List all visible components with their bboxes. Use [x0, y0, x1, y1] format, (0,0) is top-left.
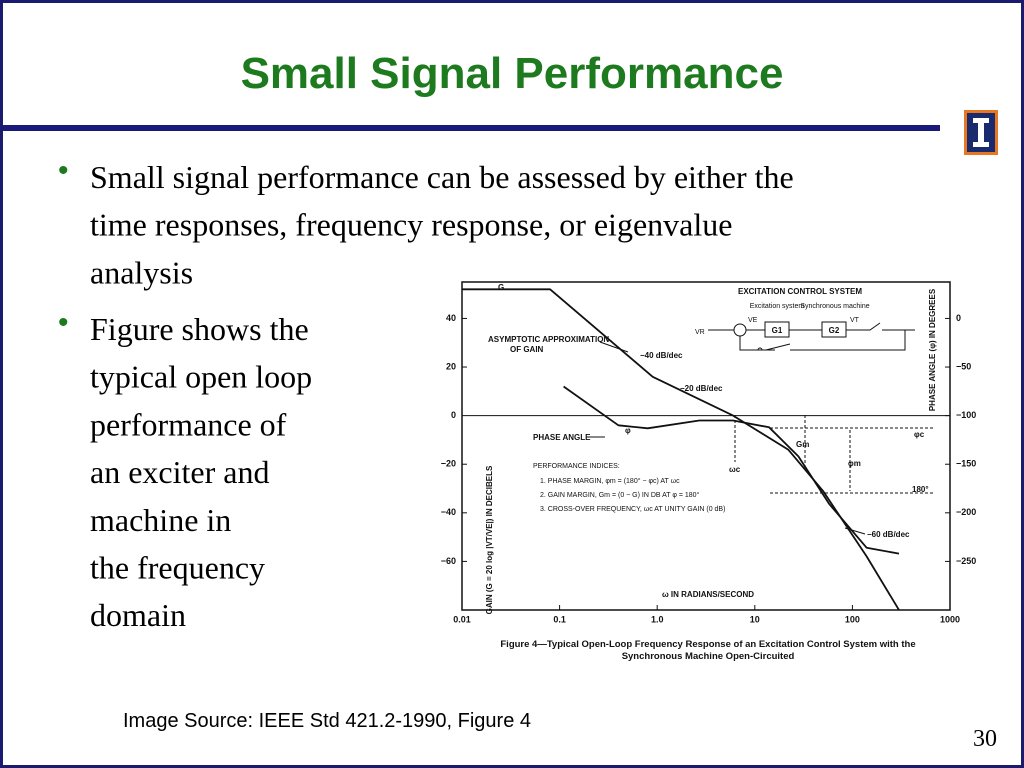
bullet-text: Figure shows the: [90, 311, 309, 347]
annotation: φc: [914, 430, 925, 439]
y2-tick-label: −200: [956, 507, 976, 517]
diagram-label: VR: [695, 329, 705, 336]
logo: [964, 110, 998, 155]
figure-caption: Figure 4—Typical Open-Loop Frequency Res…: [500, 639, 915, 650]
bullet-text: time responses, frequency response, or e…: [90, 207, 732, 243]
diagram-block: G1: [772, 326, 783, 335]
bullet-text: an exciter and: [90, 454, 269, 490]
annotation: −40 dB/dec: [640, 351, 683, 360]
dashed-guides: [734, 415, 935, 494]
bullet-marker: •: [58, 306, 69, 339]
annotation: OF GAIN: [510, 345, 544, 354]
annotation: ωc: [729, 465, 741, 474]
bullet-text: domain: [90, 597, 186, 633]
annotation: −60 dB/dec: [867, 530, 910, 539]
slide-title: Small Signal Performance: [241, 49, 784, 98]
bullet-text: machine in: [90, 502, 231, 538]
x-tick-label: 1.0: [651, 614, 664, 624]
bullet-text: typical open loop: [90, 359, 312, 395]
bullet-text: Small signal performance can be assessed…: [90, 159, 794, 195]
annotation: 3. CROSS-OVER FREQUENCY, ωc AT UNITY GAI…: [540, 506, 725, 513]
diagram-label: Synchronous machine: [800, 303, 869, 310]
title-rule: [3, 125, 940, 131]
series-line: [462, 288, 900, 611]
y-tick-label: −20: [441, 459, 456, 469]
bullet-text: analysis: [90, 254, 193, 290]
diagram-block: G2: [829, 326, 840, 335]
page-number: 30: [973, 726, 997, 752]
annotation: PERFORMANCE INDICES:: [533, 463, 620, 470]
annotation: ASYMPTOTIC APPROXIMATION: [488, 335, 609, 344]
x-tick-label: 100: [845, 614, 860, 624]
bullet-marker: •: [58, 154, 69, 187]
figure: GAIN (G = 20 log |VT/VE|) IN DECIBELS PH…: [441, 281, 976, 662]
x-tick-label: 1000: [940, 614, 960, 624]
y2-axis-label: PHASE ANGLE (φ) IN DEGREES: [928, 288, 937, 411]
y-tick-label: 20: [446, 361, 456, 371]
x-tick-label: 0.01: [453, 614, 471, 624]
y-tick-label: −60: [441, 556, 456, 566]
figure-caption: Synchronous Machine Open-Circuited: [622, 651, 795, 662]
y-tick-label: 0: [451, 410, 456, 420]
y2-tick-label: −100: [956, 410, 976, 420]
annotation: −20 dB/dec: [680, 384, 723, 393]
y2-tick-label: −50: [956, 361, 971, 371]
image-source: Image Source: IEEE Std 421.2-1990, Figur…: [123, 710, 531, 732]
bullet-text: performance of: [90, 406, 287, 442]
annotation: 1. PHASE MARGIN, φm = (180° − φc) AT ωc: [540, 477, 680, 485]
y-axis-label: GAIN (G = 20 log |VT/VE|) IN DECIBELS: [485, 465, 494, 614]
diagram-title: EXCITATION CONTROL SYSTEM: [738, 287, 862, 296]
bullet-text: the frequency: [90, 550, 265, 586]
plot-frame: [461, 281, 951, 611]
y-tick-label: −40: [441, 507, 456, 517]
annotation: 180°: [912, 485, 929, 494]
annotation: Gm: [796, 440, 809, 449]
arrow: [599, 341, 629, 353]
diagram-label: VT: [850, 317, 860, 324]
annotation: φm: [848, 459, 861, 468]
diagram-label: VE: [748, 317, 758, 324]
x-axis-label: ω IN RADIANS/SECOND: [662, 590, 754, 599]
annotation: 2. GAIN MARGIN, Gm = (0 − G) IN DB AT φ …: [540, 491, 700, 499]
y2-tick-label: −250: [956, 556, 976, 566]
y2-tick-label: 0: [956, 313, 961, 323]
annotation: φ: [625, 426, 631, 435]
series-line: [563, 385, 900, 555]
series-label: PHASE ANGLE: [533, 433, 591, 442]
x-tick-label: 0.1: [553, 614, 566, 624]
series-label: G: [498, 283, 504, 292]
block-diagram: EXCITATION CONTROL SYSTEM Excitation sys…: [690, 284, 920, 364]
x-tick-label: 10: [750, 614, 760, 624]
y-tick-label: 40: [446, 313, 456, 323]
diagram-label: Excitation system: [750, 303, 805, 310]
y2-tick-label: −150: [956, 459, 976, 469]
